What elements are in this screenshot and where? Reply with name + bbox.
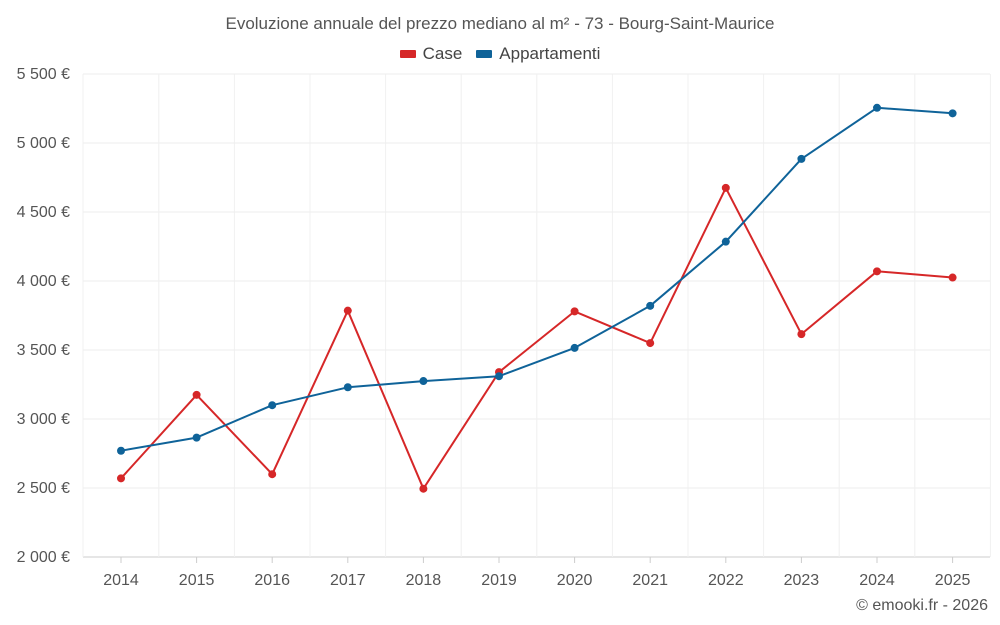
series-line-appartamenti xyxy=(120,106,953,452)
y-tick-label: 5 500 € xyxy=(17,66,70,83)
legend-swatch-appartamenti xyxy=(476,50,493,58)
y-tick-label: 3 500 € xyxy=(17,342,70,359)
legend-swatch-case xyxy=(399,50,416,58)
data-point-case xyxy=(343,306,352,315)
x-tick-label: 2020 xyxy=(557,572,593,589)
data-point-appartamenti xyxy=(343,383,352,392)
data-point-case xyxy=(797,330,806,339)
legend-label-appartamenti: Appartamenti xyxy=(499,44,601,63)
data-point-appartamenti xyxy=(646,301,655,310)
data-point-appartamenti xyxy=(797,154,806,163)
data-point-case xyxy=(419,484,428,493)
data-point-case xyxy=(721,183,730,192)
data-point-appartamenti xyxy=(117,446,125,455)
legend-item-case[interactable]: Case xyxy=(399,44,463,64)
x-tick-label: 2014 xyxy=(103,572,139,589)
y-tick-label: 2 000 € xyxy=(17,549,70,566)
x-tick-label: 2019 xyxy=(481,572,517,589)
y-tick-label: 2 500 € xyxy=(17,480,70,497)
x-tick-label: 2016 xyxy=(254,572,290,589)
data-point-case xyxy=(117,474,125,483)
x-tick-label: 2017 xyxy=(330,572,366,589)
y-tick-label: 5 000 € xyxy=(17,135,70,152)
data-point-case xyxy=(948,273,957,282)
data-point-appartamenti xyxy=(192,433,201,442)
data-point-appartamenti xyxy=(495,372,503,381)
x-tick-label: 2024 xyxy=(859,572,895,589)
data-point-appartamenti xyxy=(721,237,730,246)
series-line-case xyxy=(120,186,953,490)
data-point-case xyxy=(570,307,579,316)
legend-label-case: Case xyxy=(422,44,463,63)
data-point-case xyxy=(646,339,655,348)
x-tick-label: 2023 xyxy=(784,572,820,589)
legend-item-appartamenti[interactable]: Appartamenti xyxy=(476,44,600,64)
data-point-case xyxy=(268,470,277,479)
y-tick-label: 4 000 € xyxy=(17,273,70,290)
data-point-appartamenti xyxy=(948,109,957,118)
data-point-appartamenti xyxy=(419,377,428,386)
x-tick-label: 2021 xyxy=(632,572,668,589)
copyright-footer: © emooki.fr - 2026 xyxy=(856,597,988,614)
x-tick-label: 2015 xyxy=(179,572,215,589)
x-tick-label: 2018 xyxy=(406,572,442,589)
chart-title: Evoluzione annuale del prezzo mediano al… xyxy=(225,14,775,33)
x-tick-label: 2022 xyxy=(708,572,744,589)
legend: Case Appartamenti xyxy=(0,44,1000,64)
data-point-appartamenti xyxy=(570,343,579,352)
data-point-appartamenti xyxy=(873,103,881,112)
y-tick-label: 3 000 € xyxy=(17,411,70,428)
y-tick-label: 4 500 € xyxy=(17,204,70,221)
data-point-appartamenti xyxy=(268,401,277,410)
data-point-case xyxy=(873,267,881,276)
x-tick-label: 2025 xyxy=(935,572,971,589)
data-point-case xyxy=(192,390,201,399)
